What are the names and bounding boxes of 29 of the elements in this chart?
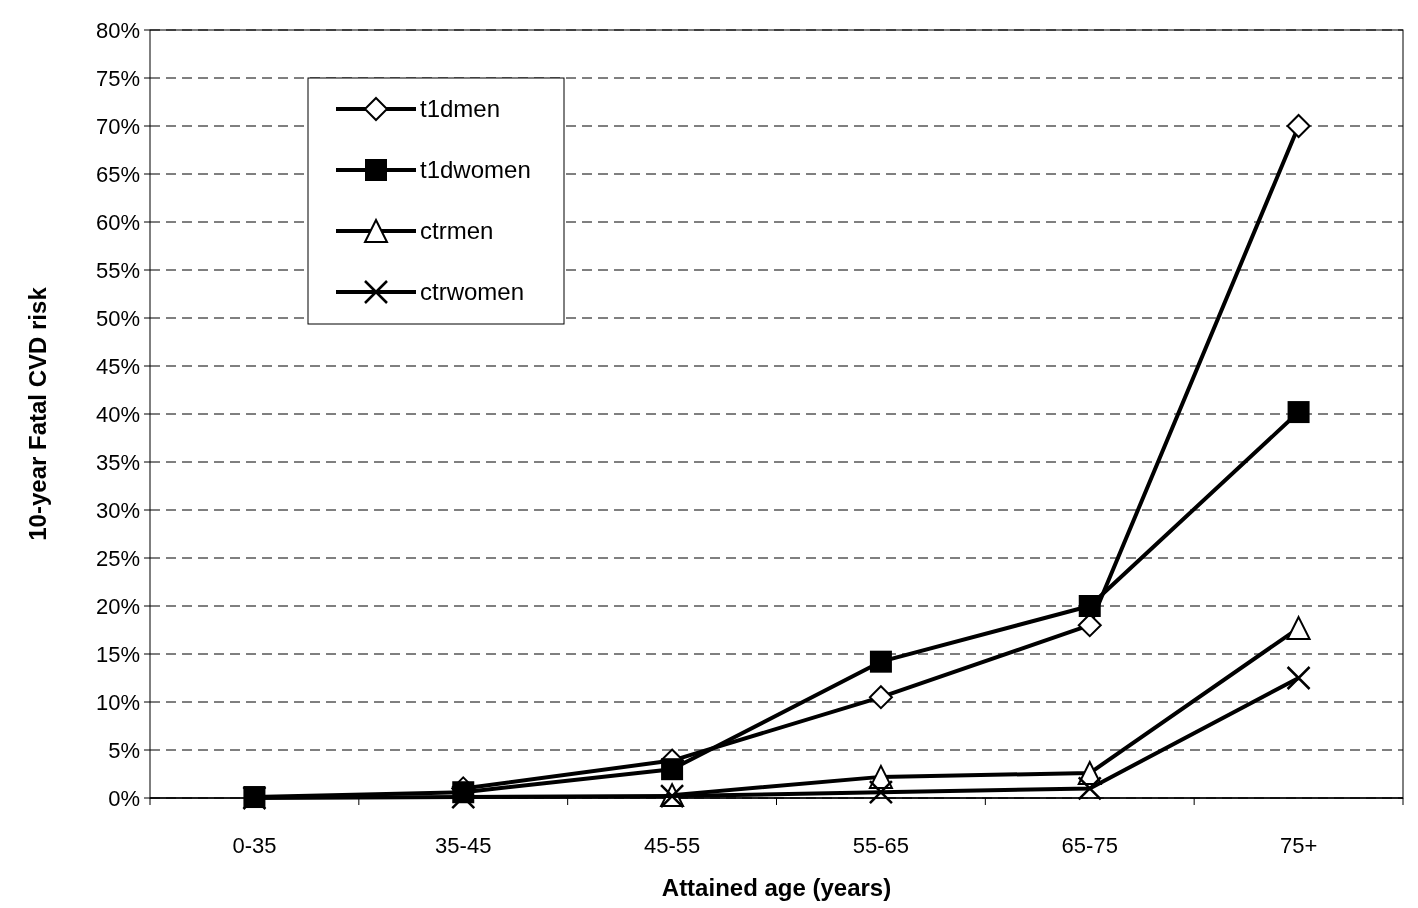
y-axis-title: 10-year Fatal CVD risk	[24, 286, 51, 541]
x-tick-label: 55-65	[852, 833, 910, 858]
x-axis-title: Attained age (years)	[661, 874, 892, 901]
y-tick-label: 55%	[95, 257, 140, 283]
y-tick-label: 0%	[108, 785, 140, 811]
x-tick-label: 35-45	[435, 833, 492, 858]
y-tick-label: 75%	[95, 65, 140, 91]
y-tick-label: 80%	[95, 17, 140, 43]
y-tick-label: 50%	[95, 305, 140, 331]
y-tick-label: 40%	[95, 401, 140, 427]
y-tick-label: 25%	[95, 545, 140, 571]
y-tick-label: 70%	[95, 113, 140, 139]
y-tick-label: 45%	[95, 353, 140, 379]
y-tick-label: 15%	[95, 641, 140, 667]
y-tick-label: 65%	[95, 161, 140, 187]
y-tick-label: 30%	[95, 497, 140, 523]
x-tick-label: 75+	[1279, 833, 1318, 858]
legend-label: ctrmen	[420, 217, 494, 245]
y-tick-label: 5%	[108, 737, 140, 763]
legend-label: t1dwomen	[420, 156, 531, 184]
legend-label: ctrwomen	[420, 278, 525, 306]
y-tick-label: 35%	[95, 449, 140, 475]
x-tick-label: 45-55	[643, 833, 701, 858]
y-tick-label: 20%	[95, 593, 140, 619]
y-tick-label: 10%	[95, 689, 140, 715]
x-tick-label: 0-35	[232, 833, 277, 858]
legend-label: t1dmen	[420, 95, 501, 123]
x-tick-label: 65-75	[1061, 833, 1118, 858]
y-tick-label: 60%	[95, 209, 140, 235]
